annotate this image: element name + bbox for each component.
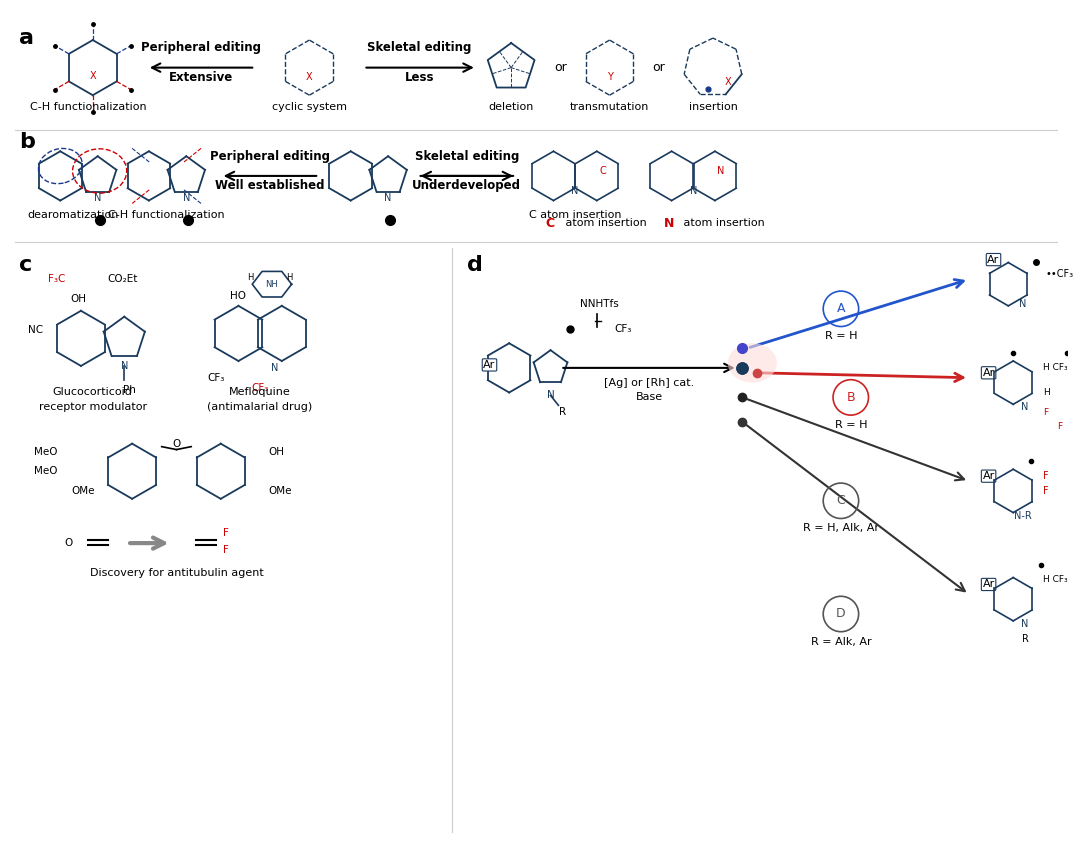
Text: R: R	[1022, 634, 1028, 644]
Text: O: O	[173, 439, 180, 449]
Text: OMe: OMe	[71, 486, 95, 496]
Text: OMe: OMe	[268, 486, 292, 496]
Text: H CF₃: H CF₃	[1042, 363, 1067, 373]
Text: F: F	[1042, 471, 1049, 481]
Text: F: F	[222, 529, 229, 538]
Text: or: or	[652, 61, 665, 75]
Text: cyclic system: cyclic system	[272, 102, 347, 112]
Text: c: c	[19, 255, 32, 274]
Text: HO: HO	[230, 291, 246, 301]
Text: NNHTfs: NNHTfs	[580, 299, 619, 309]
Text: OH: OH	[268, 446, 284, 457]
Text: F₃C: F₃C	[49, 274, 66, 285]
Text: H: H	[1042, 388, 1050, 397]
Text: Ar: Ar	[983, 579, 995, 590]
Text: R: R	[558, 407, 566, 418]
Text: R = Alk, Ar: R = Alk, Ar	[811, 637, 872, 646]
Text: insertion: insertion	[689, 102, 738, 112]
Text: H: H	[286, 273, 293, 282]
Text: NH: NH	[266, 280, 279, 289]
Text: C-H functionalization: C-H functionalization	[108, 210, 225, 220]
Text: Ar: Ar	[987, 255, 1000, 264]
Text: R = H: R = H	[825, 331, 858, 341]
Text: N: N	[384, 192, 392, 202]
Text: N: N	[183, 192, 190, 202]
Text: Glucocorticoid: Glucocorticoid	[53, 387, 133, 397]
Text: B: B	[847, 391, 855, 404]
Text: CF₃: CF₃	[615, 324, 632, 334]
Text: Ph: Ph	[123, 385, 136, 395]
Ellipse shape	[728, 343, 777, 383]
Text: Peripheral editing: Peripheral editing	[141, 42, 261, 54]
Text: N: N	[1022, 402, 1029, 412]
Text: N: N	[1020, 299, 1027, 309]
Text: F: F	[1057, 423, 1063, 431]
Text: N: N	[689, 185, 697, 196]
Text: H: H	[247, 273, 254, 282]
Text: [Ag] or [Rh] cat.: [Ag] or [Rh] cat.	[604, 378, 694, 388]
Text: Well established: Well established	[215, 180, 325, 192]
Text: Ar: Ar	[983, 368, 995, 378]
Text: MeO: MeO	[33, 446, 57, 457]
Text: N: N	[717, 166, 725, 176]
Text: CF₃: CF₃	[252, 383, 269, 392]
Text: dearomatization: dearomatization	[27, 210, 119, 220]
Text: Ar: Ar	[983, 471, 995, 481]
Text: N: N	[271, 363, 279, 373]
Text: b: b	[19, 131, 35, 152]
Text: (antimalarial drug): (antimalarial drug)	[207, 402, 313, 412]
Text: C atom insertion: C atom insertion	[529, 210, 621, 220]
Text: F: F	[222, 545, 229, 555]
Text: atom insertion: atom insertion	[680, 219, 766, 228]
Text: or: or	[554, 61, 567, 75]
Text: a: a	[19, 28, 33, 48]
Text: X: X	[306, 73, 312, 82]
Text: Ar: Ar	[484, 360, 496, 370]
Text: Underdeveloped: Underdeveloped	[413, 180, 522, 192]
Text: H CF₃: H CF₃	[1042, 575, 1067, 584]
Text: transmutation: transmutation	[570, 102, 649, 112]
Text: O: O	[64, 538, 72, 548]
Text: C: C	[837, 495, 846, 507]
Text: F: F	[1042, 407, 1048, 417]
Text: NC: NC	[28, 325, 43, 335]
Text: X: X	[90, 70, 96, 80]
Text: Skeletal editing: Skeletal editing	[415, 150, 519, 163]
Text: C: C	[545, 217, 555, 230]
Text: D: D	[836, 607, 846, 621]
Text: N-R: N-R	[1014, 511, 1031, 521]
Text: Y: Y	[607, 73, 612, 82]
Text: N: N	[664, 217, 674, 230]
Text: X: X	[725, 77, 731, 87]
Text: N: N	[571, 185, 579, 196]
Text: N: N	[94, 192, 102, 202]
Text: receptor modulator: receptor modulator	[39, 402, 147, 412]
Text: CF₃: CF₃	[207, 373, 225, 383]
Text: C-H functionalization: C-H functionalization	[29, 102, 146, 112]
Text: A: A	[837, 302, 846, 315]
Text: ••CF₃: ••CF₃	[1045, 269, 1074, 280]
Text: atom insertion: atom insertion	[563, 219, 647, 228]
Text: Discovery for antitubulin agent: Discovery for antitubulin agent	[90, 567, 264, 578]
Text: Base: Base	[635, 392, 662, 402]
Text: R = H: R = H	[835, 420, 867, 430]
Text: d: d	[467, 255, 483, 274]
Text: deletion: deletion	[488, 102, 534, 112]
Text: Skeletal editing: Skeletal editing	[367, 42, 472, 54]
Text: N: N	[546, 390, 554, 401]
Text: Less: Less	[405, 71, 434, 84]
Text: OH: OH	[70, 294, 86, 304]
Text: F: F	[1042, 486, 1049, 496]
Text: R = H, Alk, Ar: R = H, Alk, Ar	[802, 523, 879, 534]
Text: N: N	[1022, 619, 1029, 628]
Text: N: N	[121, 361, 127, 371]
Text: Extensive: Extensive	[168, 71, 233, 84]
Text: Mefloquine: Mefloquine	[229, 387, 291, 397]
Text: CO₂Et: CO₂Et	[108, 274, 138, 285]
Text: MeO: MeO	[33, 466, 57, 476]
Text: C: C	[599, 166, 606, 176]
Text: Peripheral editing: Peripheral editing	[210, 150, 330, 163]
